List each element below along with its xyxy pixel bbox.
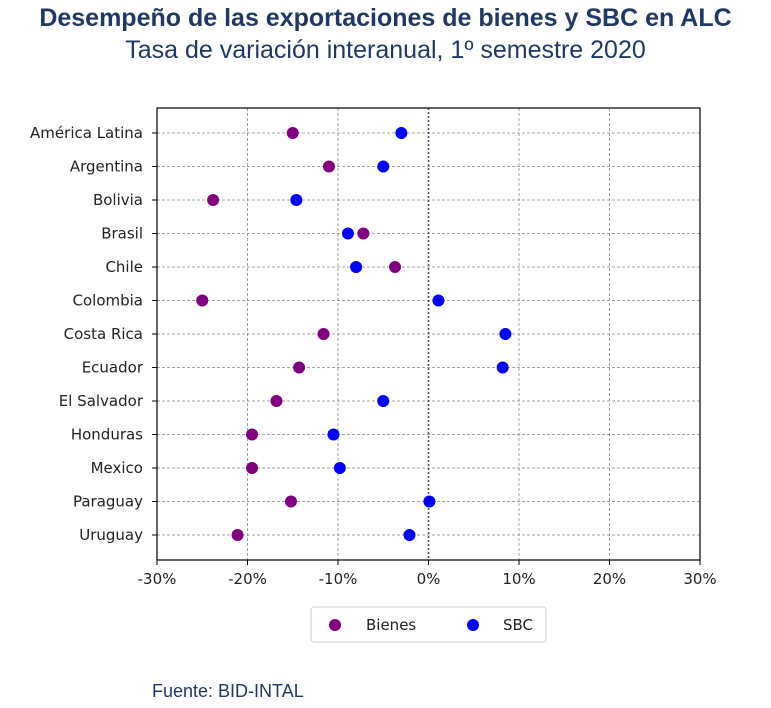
point-sbc xyxy=(350,261,363,273)
x-tick-label: 20% xyxy=(593,570,626,588)
legend-label-bienes: Bienes xyxy=(366,616,416,634)
x-tick-label: 30% xyxy=(683,570,716,588)
point-sbc xyxy=(377,160,390,173)
point-bienes xyxy=(246,428,259,441)
category-label: Bolivia xyxy=(93,191,143,209)
category-label: América Latina xyxy=(30,124,143,142)
legend-box xyxy=(310,606,547,643)
chart-title: Desempeño de las exportaciones de bienes… xyxy=(39,4,732,32)
category-label: Brasil xyxy=(101,225,143,243)
category-label: Ecuador xyxy=(82,359,144,377)
point-sbc xyxy=(423,495,436,508)
source-note: Fuente: BID-INTAL xyxy=(152,681,304,701)
x-tick-label: -20% xyxy=(228,570,267,588)
category-label: El Salvador xyxy=(59,392,144,410)
point-bienes xyxy=(322,160,335,173)
category-label: Honduras xyxy=(71,426,143,444)
point-sbc xyxy=(333,462,346,474)
scatter-chart: América Latina Argentina Bolivia Brasil Chil… xyxy=(30,107,717,643)
point-bienes xyxy=(196,294,209,307)
category-label: Costa Rica xyxy=(64,325,143,343)
legend-marker-sbc xyxy=(467,619,479,631)
point-sbc xyxy=(341,227,354,240)
data-points xyxy=(196,127,512,541)
category-label: Chile xyxy=(105,258,143,276)
point-bienes xyxy=(270,395,283,407)
point-sbc xyxy=(499,328,512,340)
legend: Bienes SBC xyxy=(310,606,547,643)
point-bienes xyxy=(286,127,299,139)
point-bienes xyxy=(246,462,259,474)
x-axis-labels: -30% -20% -10% 0% 10% 20% 30% xyxy=(138,560,717,588)
point-sbc xyxy=(377,395,390,407)
point-bienes xyxy=(284,495,297,508)
category-label: Mexico xyxy=(91,459,143,477)
point-sbc xyxy=(403,529,416,541)
category-label: Uruguay xyxy=(79,526,143,544)
point-bienes xyxy=(231,529,244,541)
point-bienes xyxy=(389,261,402,273)
chart-subtitle: Tasa de variación interanual, 1º semestr… xyxy=(125,36,646,64)
x-tick-label: 0% xyxy=(417,570,441,588)
x-tick-label: 10% xyxy=(502,570,535,588)
x-tick-label: -30% xyxy=(138,570,177,588)
point-bienes xyxy=(357,227,370,240)
point-sbc xyxy=(432,294,445,307)
point-bienes xyxy=(293,361,306,374)
point-sbc xyxy=(327,428,340,441)
category-label: Argentina xyxy=(70,158,143,176)
point-sbc xyxy=(395,127,408,139)
category-label: Colombia xyxy=(73,292,144,310)
point-sbc xyxy=(290,194,303,206)
x-tick-label: -10% xyxy=(319,570,358,588)
y-axis-labels: América Latina Argentina Bolivia Brasil Chil… xyxy=(30,124,157,544)
category-label: Paraguay xyxy=(73,493,143,511)
point-bienes xyxy=(317,328,330,340)
point-bienes xyxy=(207,194,220,206)
point-sbc xyxy=(496,361,509,374)
legend-label-sbc: SBC xyxy=(503,616,533,634)
legend-marker-bienes xyxy=(329,619,341,631)
